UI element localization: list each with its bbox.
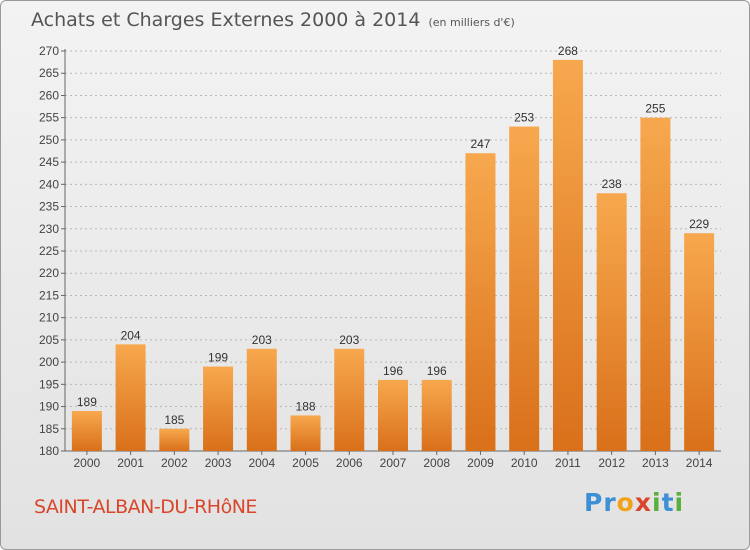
x-tick-label: 2010 bbox=[511, 456, 538, 470]
x-tick-label: 2005 bbox=[292, 456, 319, 470]
bar-value-label: 204 bbox=[121, 328, 141, 342]
y-tick-label: 235 bbox=[39, 200, 59, 214]
x-tick-label: 2001 bbox=[117, 456, 144, 470]
logo-letter: i bbox=[652, 488, 662, 517]
y-tick-label: 220 bbox=[39, 266, 59, 280]
y-tick-label: 265 bbox=[39, 66, 59, 80]
bar-value-label: 196 bbox=[383, 364, 403, 378]
chart-title-text: Achats et Charges Externes 2000 à 2014 bbox=[31, 9, 421, 31]
logo-letter: x bbox=[634, 488, 652, 517]
bar bbox=[71, 411, 102, 451]
bars bbox=[71, 59, 715, 452]
bar bbox=[552, 59, 583, 452]
y-tick-label: 240 bbox=[39, 177, 59, 191]
x-tick-label: 2000 bbox=[74, 456, 101, 470]
x-tick-label: 2006 bbox=[336, 456, 363, 470]
proxiti-logo[interactable]: Proxiti bbox=[584, 488, 684, 517]
y-tick-label: 210 bbox=[39, 311, 59, 325]
logo-letter: o bbox=[616, 488, 635, 517]
bar-value-label: 253 bbox=[514, 111, 534, 125]
bar bbox=[334, 348, 365, 451]
bar bbox=[115, 344, 146, 451]
bar bbox=[684, 233, 715, 451]
logo-letter: i bbox=[674, 488, 685, 517]
bar bbox=[596, 193, 627, 451]
logo-letter: r bbox=[603, 488, 617, 517]
y-tick-label: 180 bbox=[39, 444, 59, 458]
logo-letter: P bbox=[584, 488, 604, 517]
bar-value-label: 229 bbox=[689, 217, 709, 231]
y-tick-label: 245 bbox=[39, 155, 59, 169]
bar bbox=[465, 153, 496, 451]
x-tick-label: 2011 bbox=[555, 456, 581, 470]
chart-title: Achats et Charges Externes 2000 à 2014 (e… bbox=[31, 9, 515, 31]
y-tick-label: 255 bbox=[39, 111, 59, 125]
y-tick-label: 200 bbox=[39, 355, 59, 369]
bar bbox=[640, 117, 671, 452]
bar-value-label: 188 bbox=[296, 399, 316, 413]
bar-value-label: 189 bbox=[77, 395, 97, 409]
y-tick-label: 260 bbox=[39, 88, 59, 102]
x-tick-label: 2013 bbox=[642, 456, 669, 470]
y-tick-label: 205 bbox=[39, 333, 59, 347]
bar bbox=[421, 379, 452, 451]
x-tick-label: 2008 bbox=[423, 456, 450, 470]
bar-value-label: 203 bbox=[252, 333, 272, 347]
x-tick-label: 2009 bbox=[467, 456, 494, 470]
bar bbox=[509, 126, 540, 452]
bar bbox=[246, 348, 277, 451]
y-tick-label: 185 bbox=[39, 422, 59, 436]
x-tick-label: 2012 bbox=[598, 456, 625, 470]
y-tick-label: 190 bbox=[39, 400, 59, 414]
bar-value-label: 185 bbox=[164, 413, 184, 427]
labels: 180 185 190 195 200 205 210 215 220 225 230 235 240 2… bbox=[39, 44, 713, 470]
bar-value-label: 196 bbox=[427, 364, 447, 378]
y-tick-label: 215 bbox=[39, 288, 59, 302]
x-tick-label: 2003 bbox=[205, 456, 232, 470]
x-tick-label: 2007 bbox=[380, 456, 407, 470]
x-tick-label: 2002 bbox=[161, 456, 188, 470]
bar bbox=[378, 379, 408, 451]
logo-letter: t bbox=[661, 488, 675, 517]
chart-subtitle: (en milliers d'€) bbox=[428, 16, 515, 29]
y-tick-label: 270 bbox=[39, 44, 59, 58]
bar-value-label: 238 bbox=[602, 177, 622, 191]
bar-value-label: 268 bbox=[558, 44, 578, 58]
town-name: SAINT-ALBAN-DU-RHôNE bbox=[34, 496, 257, 518]
x-tick-label: 2004 bbox=[248, 456, 275, 470]
bar bbox=[159, 428, 190, 451]
y-tick-label: 250 bbox=[39, 133, 59, 147]
y-tick-label: 230 bbox=[39, 222, 59, 236]
bar-value-label: 255 bbox=[645, 102, 665, 116]
bar-value-label: 247 bbox=[470, 137, 490, 151]
y-tick-label: 195 bbox=[39, 377, 59, 391]
y-tick-label: 225 bbox=[39, 244, 59, 258]
bar bbox=[203, 366, 234, 451]
bar-value-label: 203 bbox=[339, 333, 359, 347]
x-tick-label: 2014 bbox=[686, 456, 713, 470]
bar bbox=[290, 415, 321, 451]
bar-value-label: 199 bbox=[208, 351, 228, 365]
